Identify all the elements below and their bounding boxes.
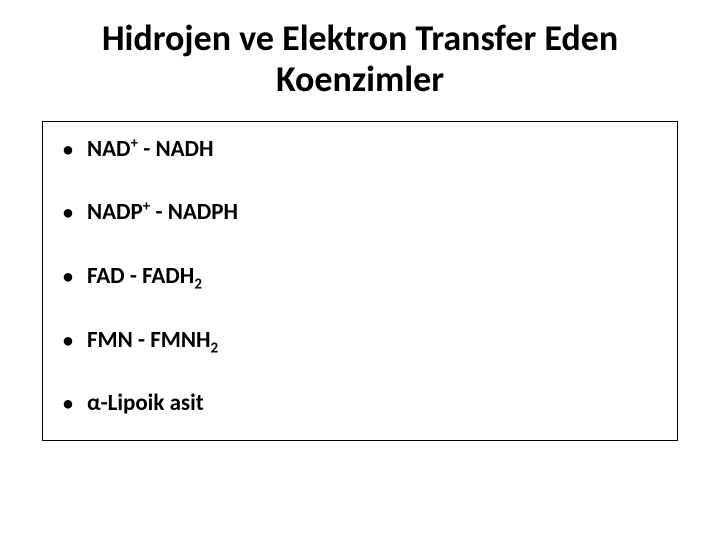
segment-4-1: -Lipoik asit xyxy=(101,389,204,417)
segment-1-0: NADP xyxy=(87,198,143,226)
content-box: •NAD+ - NADH•NADP+ - NADPH•FAD - FADH2•F… xyxy=(42,121,678,441)
bullet-icon: • xyxy=(63,329,73,353)
title-line-2: Koenzimler xyxy=(276,57,444,101)
segment-1-2: - NADPH xyxy=(150,198,238,226)
segment-3-1: 2 xyxy=(211,339,219,357)
title-line-1: Hidrojen ve Elektron Transfer Eden xyxy=(102,16,618,60)
item-text-0: NAD+ - NADH xyxy=(87,136,214,164)
segment-2-1: 2 xyxy=(194,276,202,294)
bullet-icon: • xyxy=(63,201,73,225)
item-text-4: α-Lipoik asit xyxy=(87,390,204,418)
list-item-1: • NADP+ - NADPH xyxy=(63,199,657,227)
list-item-2: • FAD - FADH2 xyxy=(63,263,657,291)
list-item-4: • α-Lipoik asit xyxy=(63,390,657,418)
segment-0-2: - NADH xyxy=(138,135,214,163)
segment-0-0: NAD xyxy=(87,135,131,163)
item-text-2: FAD - FADH2 xyxy=(87,263,202,291)
segment-4-0: α xyxy=(87,389,101,417)
coenzyme-list: •NAD+ - NADH•NADP+ - NADPH•FAD - FADH2•F… xyxy=(63,136,657,418)
item-text-1: NADP+ - NADPH xyxy=(87,199,238,227)
bullet-icon: • xyxy=(63,138,73,162)
slide-container: Hidrojen ve Elektron Transfer Eden Koenz… xyxy=(0,0,720,540)
bullet-icon: • xyxy=(63,265,73,289)
segment-2-0: FAD - FADH xyxy=(87,262,194,290)
item-text-3: FMN - FMNH2 xyxy=(87,327,218,355)
slide-title: Hidrojen ve Elektron Transfer Eden Koenz… xyxy=(40,18,680,101)
bullet-icon: • xyxy=(63,392,73,416)
segment-3-0: FMN - FMNH xyxy=(87,326,211,354)
segment-0-1: + xyxy=(131,134,138,152)
list-item-0: • NAD+ - NADH xyxy=(63,136,657,164)
list-item-3: • FMN - FMNH2 xyxy=(63,327,657,355)
